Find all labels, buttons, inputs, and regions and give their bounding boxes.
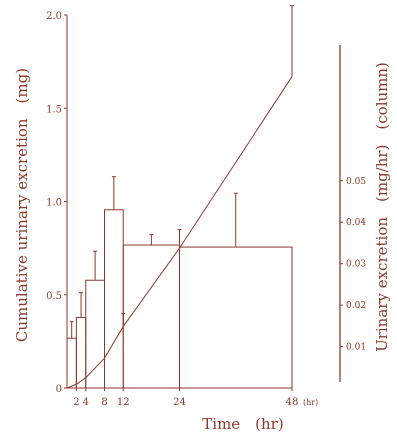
x-tick-label: 24 (173, 397, 186, 408)
right-tick-label: 0.05 (346, 177, 366, 187)
excretion-column (179, 246, 293, 389)
x-axis-title: Time (hr) (202, 415, 283, 433)
left-tick-label: 1.0 (46, 198, 62, 209)
excretion-columns (66, 176, 293, 389)
excretion-column (75, 317, 87, 389)
right-tick-label: 0.01 (346, 343, 366, 353)
left-y-ticks: 0 0.5 1.0 1.5 2.0 (46, 11, 67, 395)
x-tick-label: 12 (117, 397, 130, 408)
left-y-axis-title: Cumulative urinary excretion (mg) (13, 68, 31, 342)
right-tick-label: 0.04 (346, 218, 366, 228)
x-axis-unit: (hr) (303, 398, 318, 407)
left-tick-label: 0 (56, 384, 62, 395)
excretion-column (66, 337, 77, 389)
excretion-column (104, 209, 124, 389)
left-tick-label: 1.5 (46, 104, 62, 115)
right-y-ticks: 0.01 0.02 0.03 0.04 0.05 (340, 177, 366, 353)
x-tick-label: 2 (73, 397, 79, 408)
left-tick-label: 2.0 (46, 11, 62, 22)
right-y-axis-title: Urinary excretion (mg/hr) (column) (373, 62, 391, 352)
left-tick-label: 0.5 (46, 291, 62, 302)
right-tick-label: 0.03 (346, 260, 366, 270)
right-tick-label: 0.02 (346, 301, 366, 311)
x-tick-label: 48 (286, 397, 299, 408)
excretion-column (85, 279, 105, 389)
cumulative-line-series (66, 5, 294, 389)
x-tick-label: 4 (83, 397, 89, 408)
x-tick-label: 8 (101, 397, 107, 408)
excretion-column (122, 244, 180, 389)
x-ticks: 2 4 8 12 24 48 (73, 388, 298, 408)
axes (66, 15, 341, 389)
